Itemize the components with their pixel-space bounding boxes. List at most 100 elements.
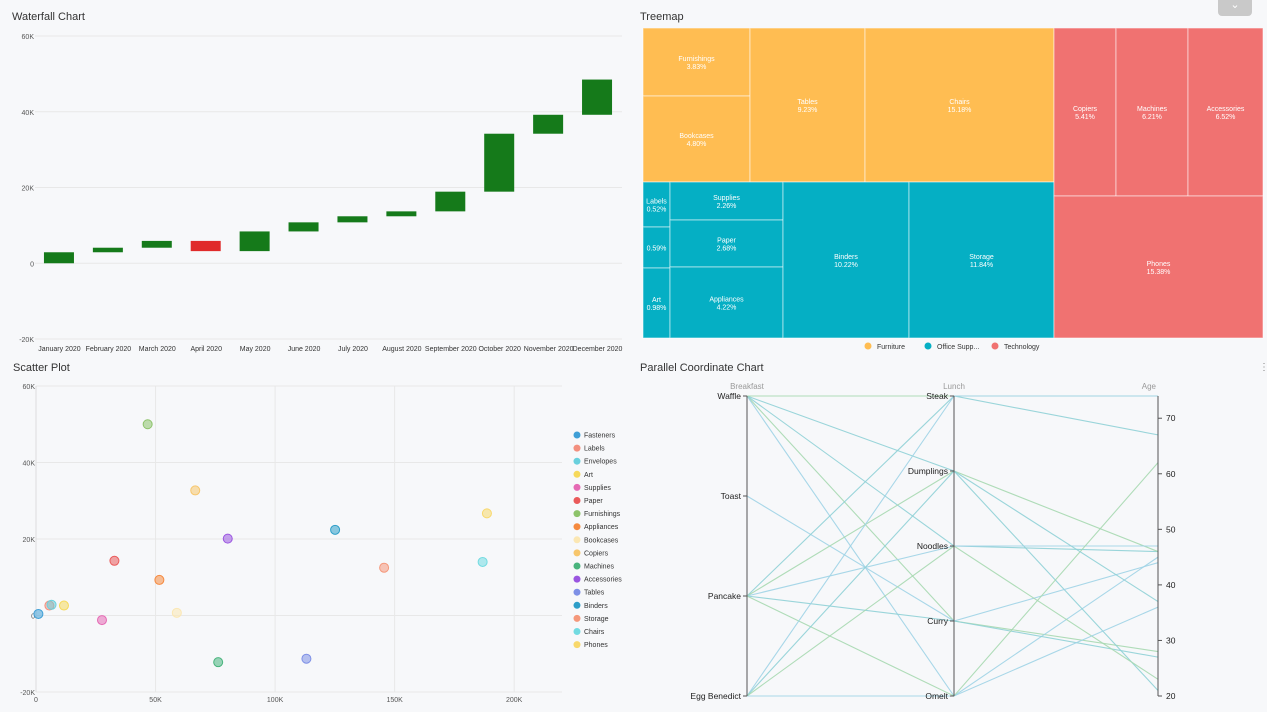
- scatter-point: [58, 600, 69, 611]
- treemap-cell: [908, 181, 1055, 339]
- axis-title: Lunch: [943, 382, 965, 391]
- treemap-cell: [642, 28, 751, 97]
- treemap-cell-value: 15.18%: [948, 107, 972, 114]
- legend-marker: [573, 562, 581, 570]
- parallel-line: [746, 395, 1159, 553]
- treemap-title: Treemap: [640, 11, 684, 23]
- axis-tick-label: Egg Benedict: [690, 691, 741, 701]
- y-tick-label: -20K: [20, 690, 35, 697]
- parallel-line: [746, 395, 1159, 597]
- x-tick-label: May 2020: [240, 346, 271, 353]
- y-tick-label: -20K: [19, 337, 34, 344]
- legend-label: Art: [584, 472, 593, 479]
- treemap-cell-value: 15.38%: [1147, 269, 1171, 276]
- scatter-point: [142, 419, 153, 430]
- axis-tick-label: Noodles: [917, 541, 948, 551]
- legend-label: Copiers: [584, 550, 609, 557]
- y-tick-label: 0: [30, 261, 34, 268]
- legend-label: Furniture: [877, 344, 905, 351]
- scatter-point: [213, 657, 224, 668]
- treemap-cell: [642, 226, 671, 269]
- chevron-down-icon: ⌄: [1230, 0, 1240, 11]
- legend-label: Appliances: [584, 524, 619, 531]
- x-tick-label: February 2020: [86, 346, 132, 353]
- collapse-button[interactable]: ⌄: [1218, 0, 1252, 16]
- treemap-cell-name: Tables: [797, 99, 818, 106]
- treemap-cell: [669, 266, 784, 339]
- waterfall-chart: -20K 0 20K 40K 60K January 2020 February 2020 M…: [19, 34, 623, 353]
- x-tick-label: August 2020: [382, 346, 421, 353]
- x-tick-label: July 2020: [338, 346, 368, 353]
- axis-tick-label: 40: [1166, 580, 1176, 590]
- legend-marker: [573, 628, 581, 635]
- legend-marker: [573, 483, 581, 491]
- legend-marker: [573, 575, 581, 583]
- treemap-cell-value: 4.22%: [717, 305, 737, 312]
- x-tick-label: 0: [34, 697, 38, 704]
- treemap-cell: [1053, 28, 1117, 197]
- y-tick-label: 60K: [22, 34, 35, 41]
- treemap-cell-value: 5.41%: [1075, 114, 1095, 121]
- treemap-cell-name: Labels: [646, 199, 667, 206]
- treemap-cell: [864, 28, 1055, 183]
- treemap-cell: [782, 181, 910, 339]
- treemap-cell: [1053, 195, 1264, 339]
- treemap-cell-name: Machines: [1137, 106, 1167, 113]
- treemap-cell-name: Binders: [834, 254, 858, 261]
- scatter-point: [190, 485, 201, 496]
- y-tick-label: 0: [31, 614, 35, 621]
- legend-marker: [573, 536, 581, 544]
- parallel-line: [746, 462, 1159, 697]
- treemap-cell-value: 0.52%: [647, 207, 667, 214]
- x-tick-label: 100K: [267, 697, 284, 704]
- legend-label: Furnishings: [584, 511, 621, 518]
- waterfall-title: Waterfall Chart: [12, 11, 85, 23]
- scatter-point: [46, 599, 57, 610]
- waterfall-bar: [386, 211, 417, 217]
- x-tick-label: June 2020: [288, 346, 321, 353]
- legend-marker: [573, 588, 581, 596]
- legend-marker: [573, 641, 581, 649]
- legend-marker: [573, 549, 581, 557]
- waterfall-bar: [435, 191, 466, 212]
- axis-title: Breakfast: [730, 382, 765, 391]
- x-tick-label: December 2020: [573, 346, 623, 353]
- axis-title: Age: [1142, 382, 1157, 391]
- waterfall-bar: [239, 231, 270, 252]
- legend-marker: [573, 444, 581, 452]
- waterfall-bar: [43, 252, 74, 264]
- treemap-cell-value: 6.52%: [1216, 114, 1236, 121]
- legend-label: Technology: [1004, 344, 1040, 351]
- parallel-line: [746, 545, 1158, 597]
- legend-marker: [573, 497, 581, 504]
- legend-label: Machines: [584, 564, 614, 571]
- waterfall-bar: [92, 247, 123, 253]
- legend-label: Fasteners: [584, 433, 616, 440]
- treemap-cell-value: 0.98%: [647, 305, 667, 312]
- treemap-cell-value: 0.59%: [647, 246, 667, 253]
- treemap-cell-name: Storage: [969, 254, 994, 261]
- x-tick-label: 200K: [506, 697, 523, 704]
- more-options-icon[interactable]: ⋮: [1259, 362, 1267, 373]
- x-tick-label: October 2020: [478, 346, 521, 353]
- axis-tick-label: Omelt: [925, 691, 948, 701]
- waterfall-bar: [484, 133, 515, 192]
- axis-tick-label: 30: [1166, 635, 1176, 645]
- treemap-cell-value: 4.80%: [687, 141, 707, 148]
- waterfall-bar: [582, 79, 613, 115]
- parallel-line: [746, 595, 1159, 658]
- x-tick-label: November 2020: [524, 346, 574, 353]
- treemap-cell-value: 11.84%: [970, 262, 993, 269]
- legend-marker: [573, 614, 581, 622]
- y-tick-label: 40K: [22, 110, 35, 117]
- x-tick-label: January 2020: [38, 346, 81, 353]
- waterfall-bar: [533, 114, 564, 134]
- treemap-cell-name: Phones: [1147, 261, 1171, 268]
- treemap-cell-name: Art: [652, 297, 661, 304]
- legend-label: Paper: [584, 498, 603, 505]
- axis-tick-label: 60: [1166, 469, 1176, 479]
- legend-label: Bookcases: [584, 537, 619, 544]
- axis-tick-label: Curry: [927, 616, 949, 626]
